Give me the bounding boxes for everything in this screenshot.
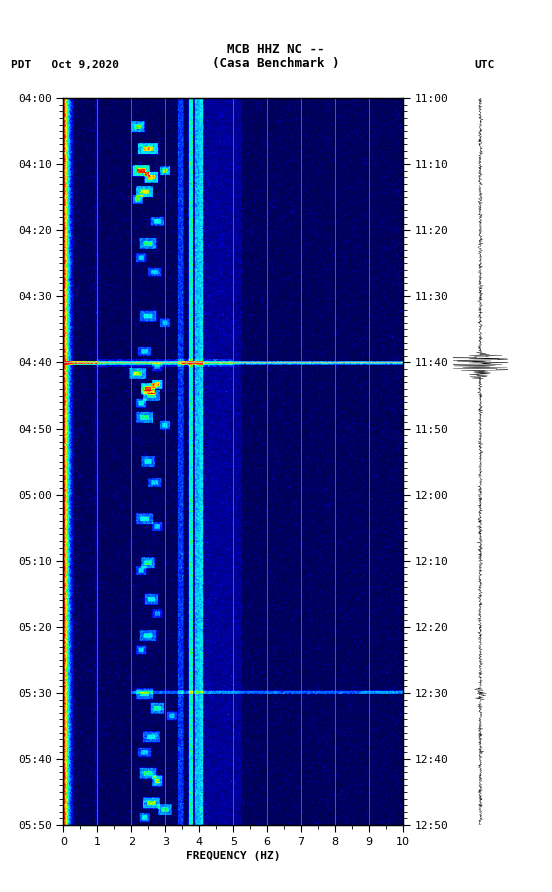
Text: (Casa Benchmark ): (Casa Benchmark ) bbox=[213, 56, 339, 70]
Text: MCB HHZ NC --: MCB HHZ NC -- bbox=[227, 43, 325, 56]
X-axis label: FREQUENCY (HZ): FREQUENCY (HZ) bbox=[186, 851, 280, 861]
Text: UTC: UTC bbox=[475, 60, 495, 70]
Text: PDT   Oct 9,2020: PDT Oct 9,2020 bbox=[11, 60, 119, 70]
Text: USGS: USGS bbox=[18, 18, 48, 30]
